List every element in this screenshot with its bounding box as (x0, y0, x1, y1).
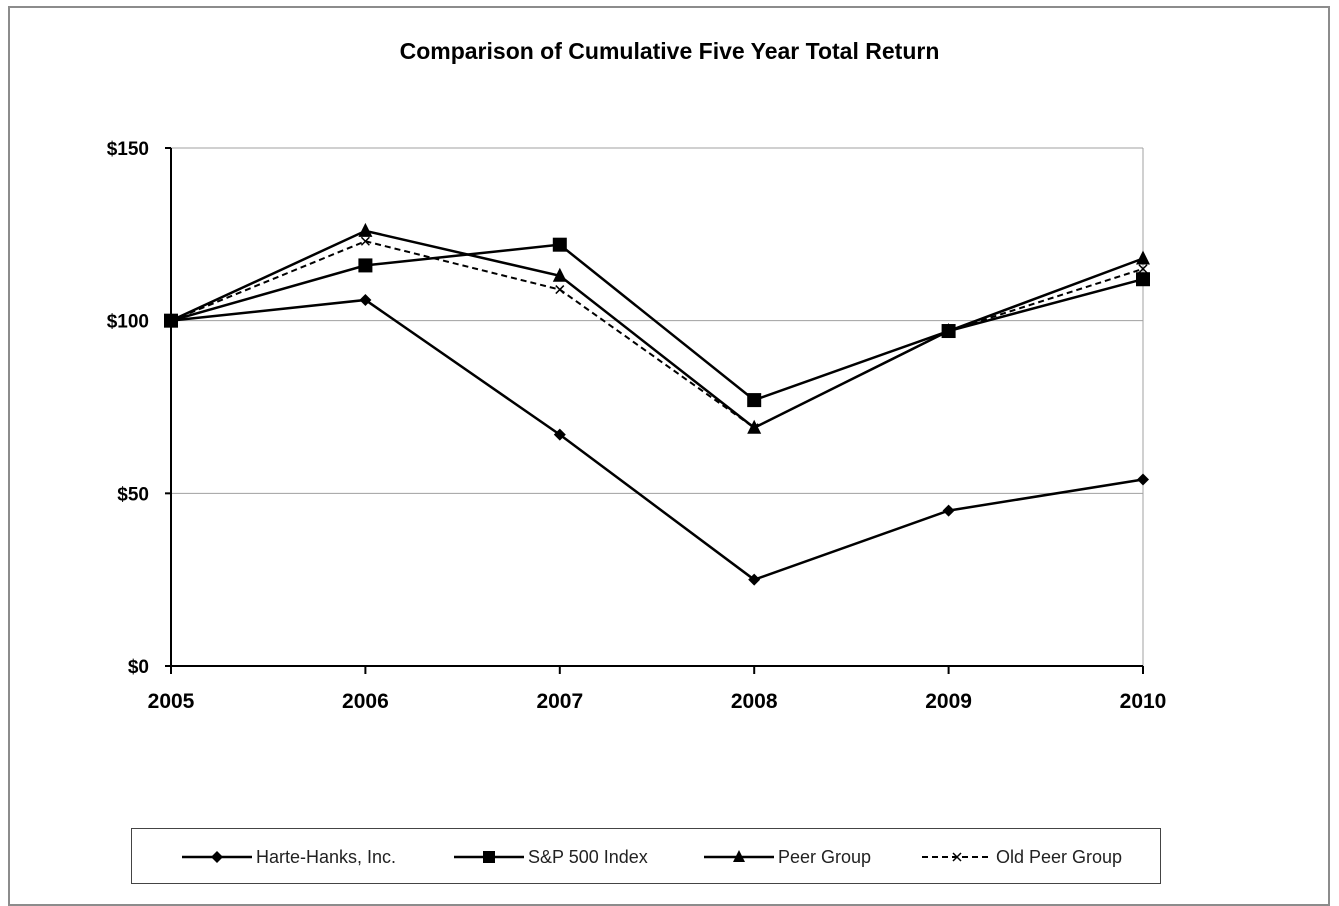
x-tick-label: 2005 (148, 690, 195, 713)
data-point-square (358, 258, 373, 273)
data-point-x (360, 236, 370, 246)
chart-legend: Harte-Hanks, Inc. S&P 500 Index Peer Gro… (131, 828, 1161, 884)
legend-item-peer-group: Peer Group (704, 829, 871, 885)
chart-title: Comparison of Cumulative Five Year Total… (399, 38, 940, 64)
series-line-diamond (170, 298, 1144, 582)
legend-label: Old Peer Group (996, 846, 1123, 867)
y-tick-label: $0 (128, 657, 149, 678)
legend-label: Peer Group (778, 846, 872, 867)
data-point-triangle (1136, 250, 1150, 265)
y-tick-label: $100 (107, 312, 149, 333)
data-point-x (166, 316, 176, 326)
data-point-x (555, 285, 565, 295)
data-point-diamond (942, 504, 955, 517)
legend-item-harte-hanks: Harte-Hanks, Inc. (182, 829, 396, 885)
x-tick-label: 2007 (536, 690, 583, 713)
data-point-diamond (553, 428, 566, 441)
chart-frame (8, 6, 1330, 906)
x-tick-label: 2006 (342, 690, 389, 713)
legend-marker-triangle-icon (704, 850, 774, 862)
data-point-triangle (552, 267, 567, 282)
x-tick-label: 2009 (925, 690, 972, 713)
y-tick-label: $50 (117, 484, 149, 505)
series-line-square (170, 243, 1144, 402)
legend-marker-x-icon (922, 852, 992, 862)
data-point-diamond (359, 293, 372, 306)
legend-label: Harte-Hanks, Inc. (256, 846, 397, 867)
x-tick-label: 2008 (731, 690, 778, 713)
data-point-diamond (748, 573, 761, 586)
legend-item-sp500: S&P 500 Index (454, 829, 648, 885)
legend-label: S&P 500 Index (528, 846, 648, 867)
x-tick-label: 2010 (1120, 690, 1167, 713)
data-point-diamond (1137, 473, 1149, 486)
data-point-x (1138, 264, 1148, 274)
y-tick-label: $150 (107, 139, 149, 160)
data-point-x (749, 423, 759, 433)
data-point-square (552, 237, 567, 252)
legend-marker-square-icon (454, 851, 524, 863)
legend-item-old-peer-group: Old Peer Group (922, 829, 1122, 885)
series-line-x (170, 240, 1144, 429)
series-line-triangle (170, 229, 1144, 430)
data-point-square (747, 393, 762, 408)
data-point-triangle (358, 222, 373, 237)
legend-marker-diamond-icon (182, 851, 252, 863)
data-point-x (944, 326, 954, 336)
data-point-square (1136, 272, 1150, 287)
